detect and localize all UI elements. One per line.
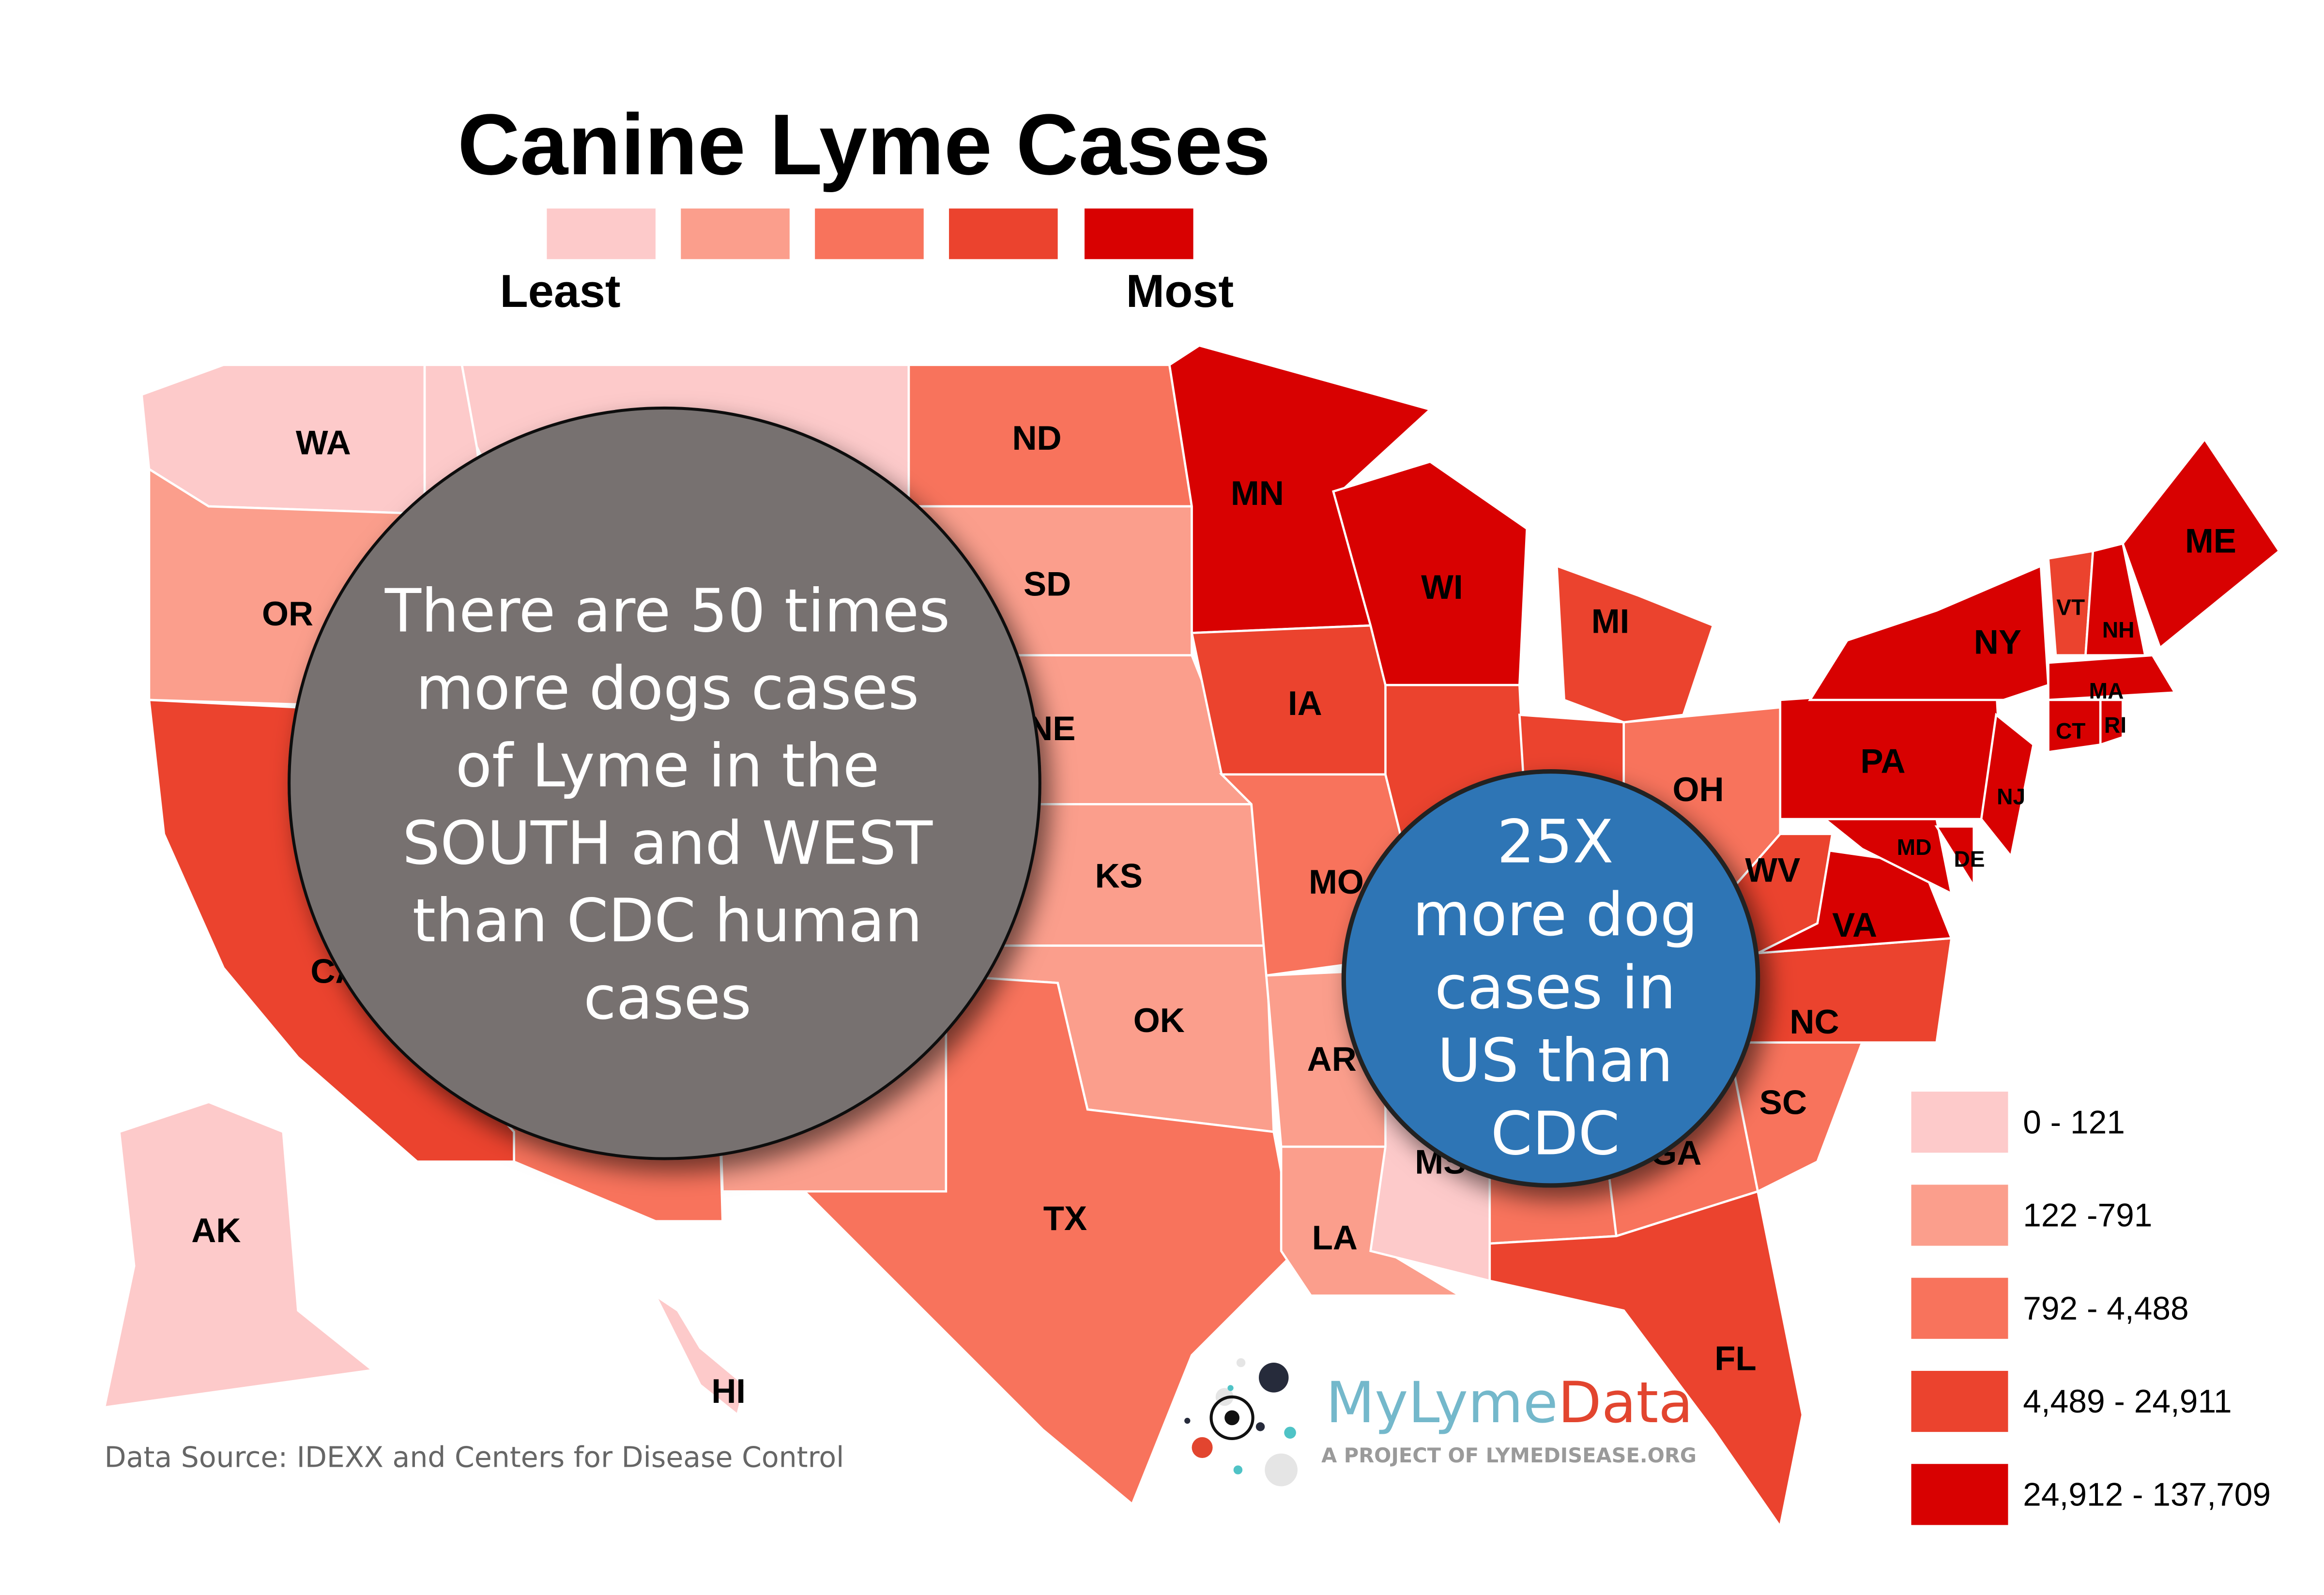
state-me <box>2121 437 2281 650</box>
scale-least-label: Least <box>500 266 621 317</box>
legend-swatch <box>1911 1092 2008 1153</box>
scale-swatch-4 <box>949 208 1058 259</box>
state-de <box>1934 825 1975 890</box>
state-label-nd: ND <box>1012 419 1061 457</box>
legend-label: 122 -791 <box>2023 1198 2152 1234</box>
state-nj <box>1980 713 2035 859</box>
state-label-md: MD <box>1897 835 1932 860</box>
data-source-note: Data Source: IDEXX and Centers for Disea… <box>105 1441 844 1473</box>
state-label-or: OR <box>262 594 313 633</box>
callout-circle <box>288 406 1041 1160</box>
mylymedata-logo: MyLymeData A PROJECT OF LYMEDISEASE.ORG <box>1184 1358 1697 1487</box>
legend-swatch <box>1911 1370 2008 1432</box>
callout-circle-blue <box>1341 769 1760 1188</box>
state-label-sd: SD <box>1024 565 1071 603</box>
state-label-nh: NH <box>2102 617 2135 642</box>
state-ri <box>2099 699 2124 746</box>
tick-icon <box>1209 1395 1254 1441</box>
callout-line: SOUTH and WEST <box>402 809 933 878</box>
legend-label: 792 - 4,488 <box>2023 1291 2188 1327</box>
state-ny <box>1808 564 2049 701</box>
scale-swatch-2 <box>681 208 790 259</box>
state-label-ok: OK <box>1133 1001 1185 1039</box>
state-label-wv: WV <box>1745 851 1800 889</box>
scale-most-label: Most <box>1126 266 1234 317</box>
state-label-va: VA <box>1832 906 1877 944</box>
state-ma <box>2047 654 2177 701</box>
logo-tagline: A PROJECT OF LYMEDISEASE.ORG <box>1321 1443 1697 1467</box>
state-label-la: LA <box>1312 1218 1358 1257</box>
state-label-ct: CT <box>2056 718 2086 744</box>
callout-line: 25X <box>1497 807 1614 877</box>
callout-line: cases <box>583 964 751 1033</box>
callout-line: than CDC human <box>413 886 923 956</box>
state-ak <box>103 1101 376 1409</box>
color-scale: Least Most <box>500 208 1234 317</box>
state-label-nj: NJ <box>1997 784 2025 809</box>
state-label-ny: NY <box>1974 623 2021 661</box>
legend: 0 - 121 122 -791 792 - 4,488 4,489 - 24,911… <box>1911 1092 2271 1525</box>
callout-line: US than <box>1437 1027 1673 1096</box>
state-label-ks: KS <box>1095 857 1143 895</box>
scale-swatch-3 <box>815 208 924 259</box>
callout-line: of Lyme in the <box>456 731 880 801</box>
state-hi <box>653 1292 747 1417</box>
state-label-fl: FL <box>1714 1339 1756 1377</box>
west-south-callout: There are 50 times more dogs cases of Lyme… <box>288 406 1041 1160</box>
state-label-me: ME <box>2185 521 2236 560</box>
state-mi <box>1555 564 1715 724</box>
callout-line: There are 50 times <box>384 577 950 646</box>
state-label-hi: HI <box>711 1372 746 1410</box>
legend-label: 24,912 - 137,709 <box>2023 1476 2271 1513</box>
legend-swatch <box>1911 1277 2008 1339</box>
state-label-ak: AK <box>191 1211 241 1249</box>
callout-line: cases in <box>1435 954 1676 1023</box>
state-label-ri: RI <box>2104 713 2126 738</box>
state-label-ar: AR <box>1307 1040 1357 1078</box>
legend-label: 4,489 - 24,911 <box>2023 1383 2232 1420</box>
scale-swatch-1 <box>547 208 656 259</box>
state-label-tx: TX <box>1043 1199 1087 1237</box>
legend-swatch <box>1911 1464 2008 1525</box>
state-label-wa: WA <box>296 423 351 461</box>
legend-label: 0 - 121 <box>2023 1104 2125 1140</box>
state-label-pa: PA <box>1861 742 1906 780</box>
state-tx <box>802 974 1298 1506</box>
state-label-mo: MO <box>1309 863 1364 901</box>
callout-line: more dog <box>1413 881 1698 950</box>
state-label-mi: MI <box>1591 602 1630 640</box>
scale-swatch-5 <box>1085 208 1193 259</box>
state-label-mn: MN <box>1231 474 1284 512</box>
state-label-ia: IA <box>1288 684 1322 722</box>
state-label-wi: WI <box>1421 568 1463 606</box>
callout-line: more dogs cases <box>416 654 919 723</box>
state-label-vt: VT <box>2056 595 2085 620</box>
state-label-oh: OH <box>1673 770 1724 808</box>
page-title: Canine Lyme Cases <box>458 96 1270 193</box>
state-label-nc: NC <box>1789 1003 1839 1041</box>
state-fl <box>1488 1190 1804 1530</box>
legend-swatch <box>1911 1185 2008 1246</box>
state-label-de: DE <box>1954 847 1985 872</box>
state-label-ma: MA <box>2089 678 2124 703</box>
state-label-sc: SC <box>1759 1083 1807 1121</box>
callout-line: CDC <box>1491 1099 1620 1169</box>
logo-wordmark: MyLymeData <box>1326 1369 1693 1436</box>
